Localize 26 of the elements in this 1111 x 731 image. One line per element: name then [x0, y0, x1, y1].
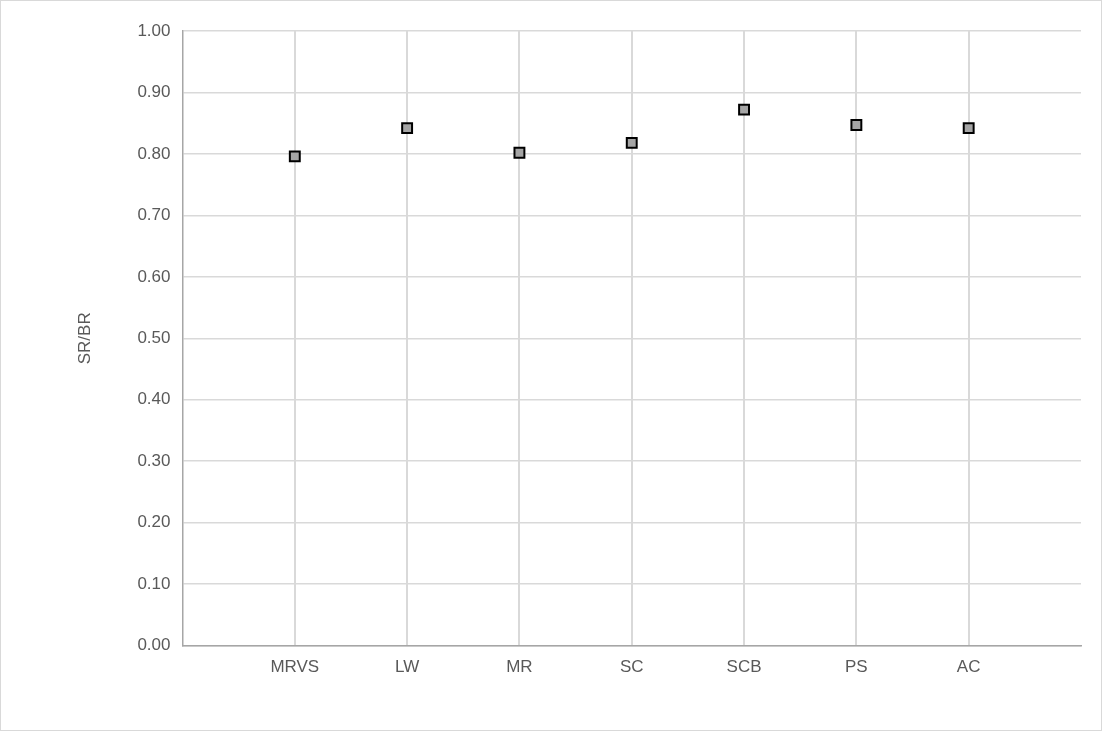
- point: [288, 150, 301, 163]
- point: [401, 122, 414, 135]
- y-tick-label: 0.10: [137, 573, 171, 593]
- x-tick-label: MRVS: [270, 657, 320, 677]
- y-axis-title: SR/BR: [74, 312, 94, 365]
- point: [850, 119, 863, 131]
- y-tick-label: 0.60: [137, 266, 171, 286]
- y-tick-label: 0.30: [137, 450, 171, 470]
- point: [513, 146, 526, 159]
- x-tick-label: AC: [956, 657, 981, 677]
- point: [962, 122, 975, 135]
- x-tick-label: MR: [506, 657, 533, 677]
- x-tick-label: PS: [845, 657, 868, 677]
- x-tick-label: SCB: [726, 657, 762, 677]
- y-tick-label: 0.40: [137, 389, 171, 409]
- x-tick-label: SC: [619, 657, 644, 677]
- y-tick-label: 0.90: [137, 82, 171, 102]
- point: [738, 103, 751, 116]
- x-tick-label: LW: [394, 657, 420, 677]
- y-tick-label: 0.50: [137, 327, 171, 347]
- point: [625, 136, 638, 149]
- y-tick-label: 0.20: [137, 512, 171, 532]
- y-tick-label: 0.70: [137, 205, 171, 225]
- y-tick-label: 1.00: [137, 20, 171, 40]
- y-tick-label: 0.80: [137, 143, 171, 163]
- y-tick-label: 0.00: [137, 635, 171, 655]
